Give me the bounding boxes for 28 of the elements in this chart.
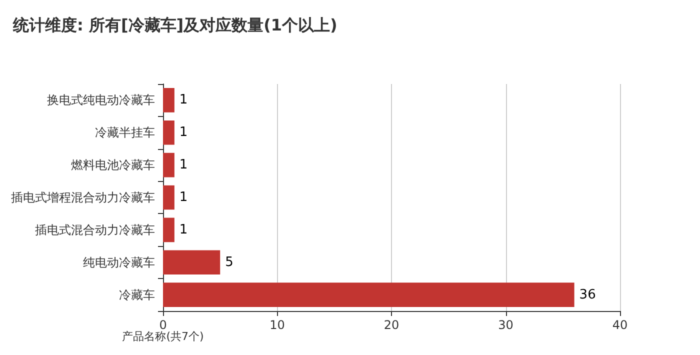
y-tick-label: 冷藏半挂车 [95,126,155,140]
y-tick-label: 插电式混合动力冷藏车 [35,222,155,237]
bar [163,152,174,178]
data-label: 1 [179,92,188,108]
bar [163,250,220,275]
data-label: 1 [179,190,188,205]
y-axis-title: 产品名称(共7个) [122,330,204,343]
bar [163,185,174,210]
x-tick-label: 10 [270,318,285,332]
data-label: 5 [225,254,234,270]
bar [163,88,174,112]
data-label: 1 [179,222,188,238]
x-tick-label: 30 [498,318,514,332]
bar [163,120,174,145]
bar [163,218,174,242]
y-tick-label: 换电式纯电动冷藏车 [47,93,155,108]
chart-title: 统计维度: 所有[冷藏车]及对应数量(1个以上) [12,16,338,34]
y-tick-label: 纯电动冷藏车 [83,255,155,270]
data-label: 1 [179,158,188,173]
data-label: 1 [179,125,188,140]
y-tick-label: 冷藏车 [119,288,155,302]
data-label: 36 [579,287,596,302]
bar [163,282,574,307]
x-tick-label: 40 [612,318,628,332]
x-tick-label: 0 [159,318,167,332]
y-tick-label: 插电式增程混合动力冷藏车 [11,190,155,204]
x-tick-label: 20 [384,318,400,332]
y-tick-label: 燃料电池冷藏车 [71,158,155,172]
